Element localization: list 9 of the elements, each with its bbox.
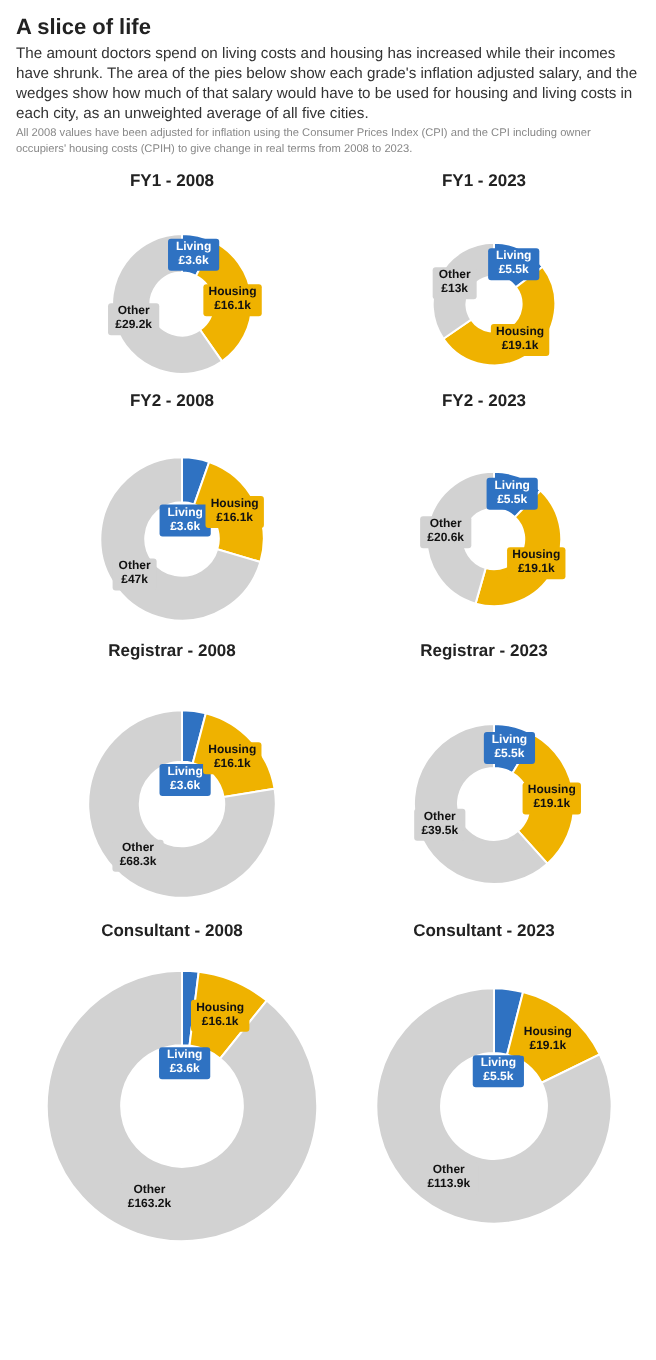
chart-title: FY2 - 2023: [439, 389, 529, 414]
text: A slice of life: [16, 16, 153, 40]
chart-title: FY1 - 2008: [127, 169, 217, 194]
chart-title: FY1 - 2023: [439, 169, 529, 194]
chart-title: Consultant - 2023: [411, 919, 557, 944]
chart-title: Consultant - 2008: [99, 919, 245, 944]
chart-title: Registrar - 2008: [106, 639, 238, 664]
chart-title: FY2 - 2008: [127, 389, 217, 414]
chart-title: Registrar - 2023: [418, 639, 550, 664]
